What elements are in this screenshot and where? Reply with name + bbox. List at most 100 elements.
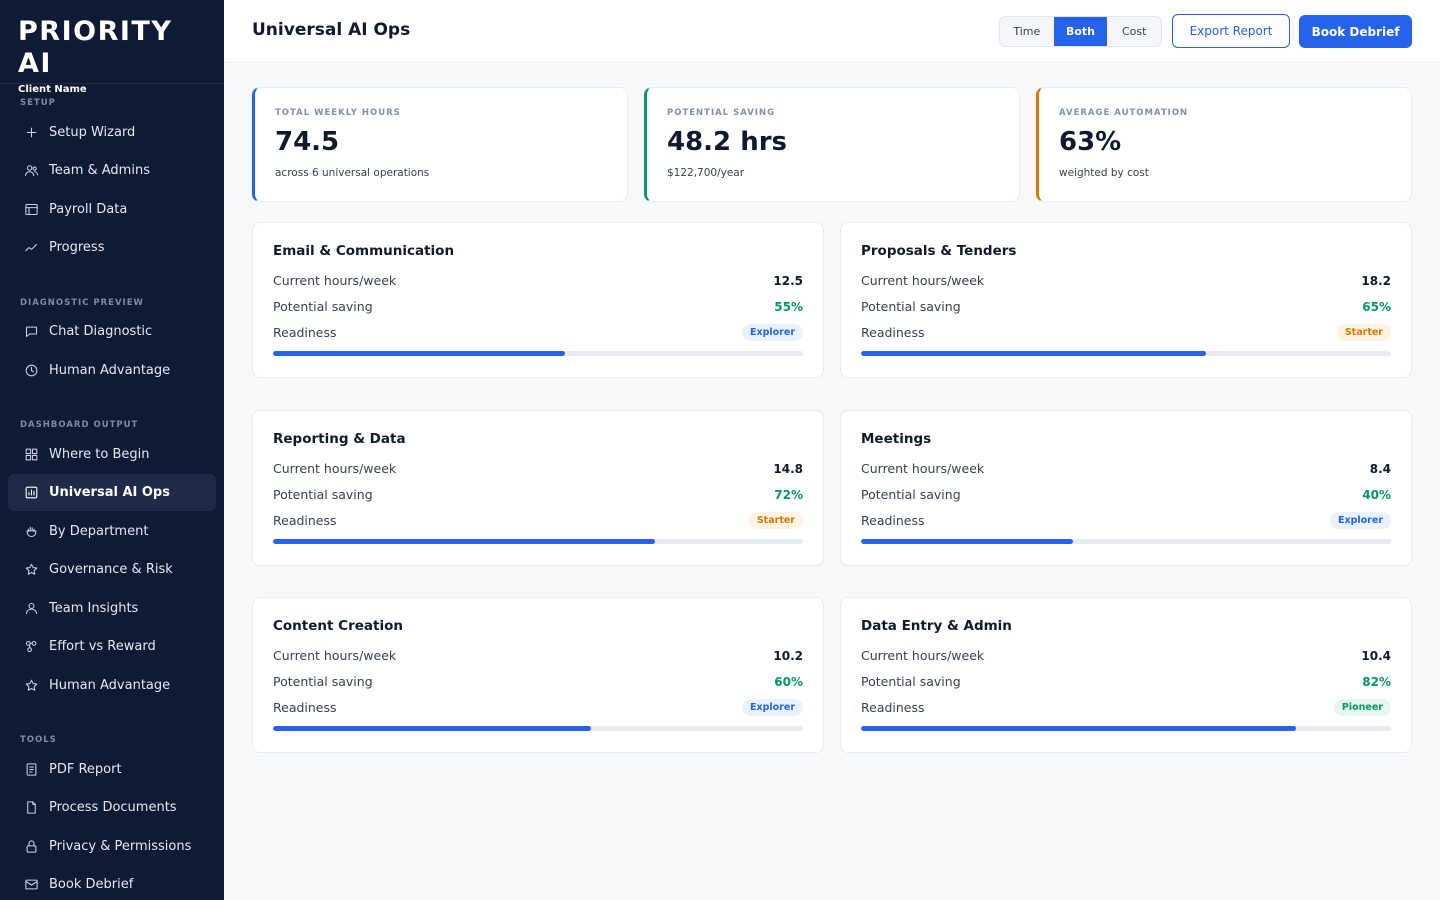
- star-icon: [22, 677, 40, 695]
- sidebar-item-effort-vs-reward[interactable]: Effort vs Reward: [8, 628, 216, 665]
- sidebar-item-label: Chat Diagnostic: [49, 324, 153, 339]
- operation-card-content-creation: Content Creation Current hours/week 10.2 Po…: [252, 597, 824, 753]
- operation-title: Content Creation: [273, 618, 403, 634]
- hours-value: 10.2: [773, 648, 803, 663]
- saving-row: Potential saving 65%: [861, 299, 1391, 314]
- operation-card-proposals-and-tenders: Proposals & Tenders Current hours/week 18.…: [840, 222, 1412, 378]
- toggle-both[interactable]: Both: [1053, 17, 1108, 46]
- sidebar-item-setup-wizard[interactable]: Setup Wizard: [8, 114, 216, 151]
- nav-heading-tools: TOOLS: [20, 735, 57, 745]
- chat-icon: [22, 323, 40, 341]
- saving-label: Potential saving: [273, 487, 373, 502]
- operation-title: Reporting & Data: [273, 431, 406, 447]
- nav-heading-dashboard-output: DASHBOARD OUTPUT: [20, 420, 139, 430]
- readiness-row: Readiness Explorer: [861, 512, 1391, 529]
- hours-value: 10.4: [1361, 648, 1391, 663]
- sidebar-item-pdf-report[interactable]: PDF Report: [8, 751, 216, 788]
- sidebar-item-label: By Department: [49, 524, 149, 539]
- operation-card-email-and-communication: Email & Communication Current hours/week 1…: [252, 222, 824, 378]
- readiness-badge: Starter: [748, 512, 803, 529]
- stat-value: 63%: [1059, 127, 1122, 157]
- hours-label: Current hours/week: [273, 461, 397, 476]
- readiness-progress-bar: [861, 351, 1391, 356]
- sidebar-item-process-documents[interactable]: Process Documents: [8, 789, 216, 826]
- sidebar-item-payroll-data[interactable]: Payroll Data: [8, 191, 216, 228]
- readiness-badge: Starter: [1336, 324, 1391, 341]
- brand-title: PRIORITY AI: [18, 16, 173, 79]
- sidebar-item-label: Team Insights: [49, 601, 139, 616]
- sidebar-item-progress[interactable]: Progress: [8, 229, 216, 266]
- saving-row: Potential saving 82%: [861, 674, 1391, 689]
- hours-value: 8.4: [1369, 461, 1391, 476]
- nodes-icon: [22, 638, 40, 656]
- export-report-button[interactable]: Export Report: [1172, 14, 1290, 48]
- saving-row: Potential saving 60%: [273, 674, 803, 689]
- saving-label: Potential saving: [273, 299, 373, 314]
- readiness-label: Readiness: [861, 325, 925, 340]
- progress-fill: [273, 726, 591, 731]
- hours-label: Current hours/week: [861, 273, 985, 288]
- users-icon: [22, 162, 40, 180]
- page-title: Universal AI Ops: [252, 20, 411, 40]
- table-icon: [22, 201, 40, 219]
- report-icon: [22, 761, 40, 779]
- readiness-progress-bar: [273, 539, 803, 544]
- sidebar-item-chat-diagnostic[interactable]: Chat Diagnostic: [8, 313, 216, 350]
- saving-value: 55%: [774, 299, 803, 314]
- progress-fill: [861, 726, 1296, 731]
- chart-icon: [22, 484, 40, 502]
- hours-label: Current hours/week: [273, 648, 397, 663]
- stat-label: POTENTIAL SAVING: [667, 108, 776, 118]
- sidebar-item-by-department[interactable]: By Department: [8, 513, 216, 550]
- stat-card-potential-saving: POTENTIAL SAVING 48.2 hrs $122,700/year: [644, 87, 1020, 202]
- document-icon: [22, 799, 40, 817]
- mail-icon: [22, 876, 40, 894]
- sidebar-item-governance-and-risk[interactable]: Governance & Risk: [8, 551, 216, 588]
- saving-row: Potential saving 55%: [273, 299, 803, 314]
- readiness-row: Readiness Explorer: [273, 324, 803, 341]
- book-debrief-button[interactable]: Book Debrief: [1299, 15, 1412, 48]
- operation-card-data-entry-and-admin: Data Entry & Admin Current hours/week 10.4…: [840, 597, 1412, 753]
- sidebar-item-team-insights[interactable]: Team Insights: [8, 590, 216, 627]
- hours-row: Current hours/week 10.4: [861, 648, 1391, 663]
- hours-value: 18.2: [1361, 273, 1391, 288]
- readiness-badge: Pioneer: [1333, 699, 1391, 716]
- sidebar-item-label: Universal AI Ops: [49, 485, 170, 500]
- readiness-label: Readiness: [273, 325, 337, 340]
- readiness-row: Readiness Starter: [273, 512, 803, 529]
- operation-title: Proposals & Tenders: [861, 243, 1017, 259]
- progress-fill: [273, 539, 655, 544]
- sidebar-item-team-and-admins[interactable]: Team & Admins: [8, 152, 216, 189]
- sidebar-item-book-debrief[interactable]: Book Debrief: [8, 866, 216, 900]
- saving-value: 82%: [1362, 674, 1391, 689]
- saving-row: Potential saving 72%: [273, 487, 803, 502]
- readiness-label: Readiness: [273, 700, 337, 715]
- sidebar-item-universal-ai-ops[interactable]: Universal AI Ops: [8, 474, 216, 511]
- stat-label: TOTAL WEEKLY HOURS: [275, 108, 401, 118]
- sidebar-item-where-to-begin[interactable]: Where to Begin: [8, 436, 216, 473]
- sidebar-item-label: Setup Wizard: [49, 125, 136, 140]
- sidebar-item-privacy-and-permissions[interactable]: Privacy & Permissions: [8, 828, 216, 865]
- lock-icon: [22, 838, 40, 856]
- sidebar-item-human-advantage[interactable]: Human Advantage: [8, 352, 216, 389]
- sidebar-item-label: Where to Begin: [49, 447, 150, 462]
- stat-card-average-automation: AVERAGE AUTOMATION 63% weighted by cost: [1036, 87, 1412, 202]
- toggle-time[interactable]: Time: [1013, 25, 1041, 38]
- operation-card-meetings: Meetings Current hours/week 8.4 Potential s…: [840, 410, 1412, 566]
- clock-icon: [22, 362, 40, 380]
- sidebar-item-label: Payroll Data: [49, 202, 128, 217]
- readiness-progress-bar: [861, 539, 1391, 544]
- readiness-progress-bar: [861, 726, 1391, 731]
- hours-label: Current hours/week: [861, 461, 985, 476]
- toggle-cost[interactable]: Cost: [1121, 25, 1147, 38]
- brand-subtitle: Client Name: [18, 84, 87, 95]
- plus-icon: [22, 124, 40, 142]
- sidebar-item-human-advantage[interactable]: Human Advantage: [8, 667, 216, 704]
- sidebar-item-label: Team & Admins: [49, 163, 150, 178]
- readiness-progress-bar: [273, 351, 803, 356]
- readiness-label: Readiness: [861, 513, 925, 528]
- saving-label: Potential saving: [861, 299, 961, 314]
- saving-row: Potential saving 40%: [861, 487, 1391, 502]
- view-toggle: Time Both Cost: [999, 16, 1162, 47]
- saving-value: 65%: [1362, 299, 1391, 314]
